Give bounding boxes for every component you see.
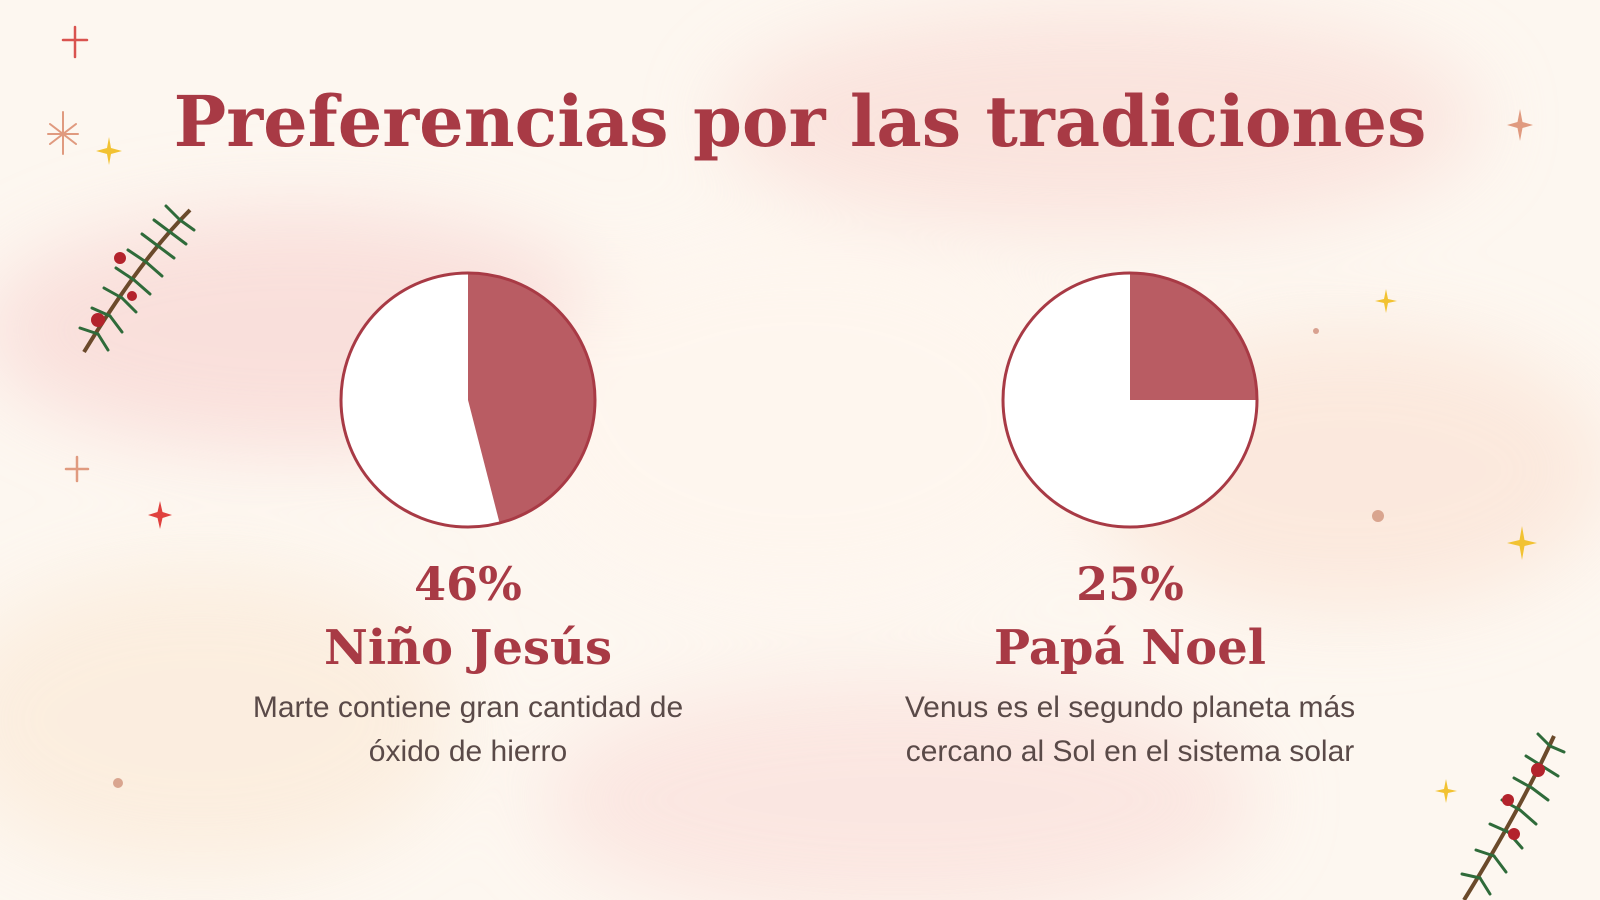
description-line: Marte contiene gran cantidad de: [252, 691, 684, 724]
description-line: cercano al Sol en el sistema solar: [905, 735, 1355, 768]
sparkle-star-icon: [1375, 289, 1397, 313]
description-line: óxido de hierro: [368, 735, 568, 768]
dot-icon: [113, 778, 123, 788]
pie-chart: [339, 271, 597, 529]
stat-label: Niño Jesús: [324, 620, 612, 676]
stat-description: Venus es el segundo planeta más cercano …: [870, 686, 1390, 774]
stat-panel-left: 46% Niño Jesús Marte contiene gran canti…: [208, 270, 728, 774]
percent-value: 46%: [414, 557, 522, 611]
sparkle-star-icon: [96, 137, 122, 165]
plus-star-icon: [61, 25, 89, 59]
pie-chart: [1001, 271, 1259, 529]
dot-icon: [1313, 328, 1319, 334]
sparkle-star-icon: [1435, 779, 1457, 803]
sparkle-star-icon: [148, 501, 172, 529]
pine-branch-icon: [78, 204, 196, 354]
pine-branch-icon: [1460, 732, 1566, 900]
percent-value: 25%: [1076, 557, 1184, 611]
dot-icon: [1372, 510, 1384, 522]
slide-title: Preferencias por las tradiciones: [173, 80, 1427, 163]
plus-star-icon: [64, 455, 90, 483]
description-line: Venus es el segundo planeta más: [904, 691, 1356, 724]
pie-slice-highlight: [468, 273, 595, 524]
asterisk-star-icon: [47, 111, 79, 155]
pie-slice-highlight: [1130, 273, 1257, 400]
pie-outline: [1001, 271, 1259, 529]
stat-description: Marte contiene gran cantidad de óxido de…: [208, 686, 728, 774]
sparkle-star-icon: [1507, 526, 1537, 560]
sparkle-star-icon: [1507, 109, 1533, 141]
stat-label: Papá Noel: [994, 620, 1266, 676]
pie-outline: [339, 271, 597, 529]
stat-panel-right: 25% Papá Noel Venus es el segundo planet…: [870, 270, 1390, 774]
